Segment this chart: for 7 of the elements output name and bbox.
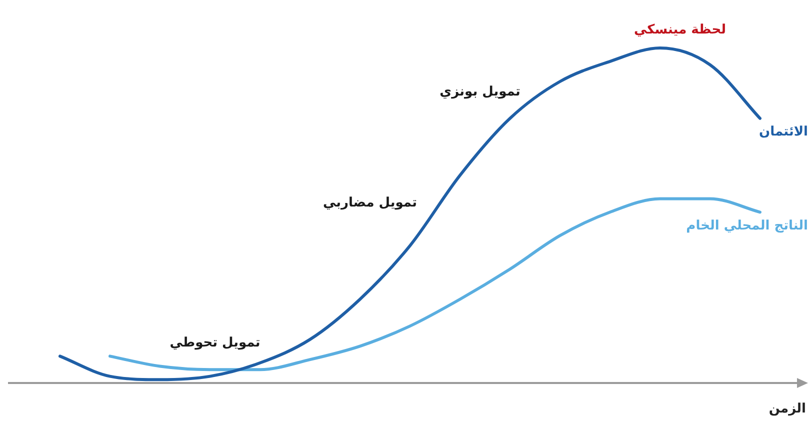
annotation: تمويل تحوطي [170, 335, 260, 350]
text: لحظة مينسكي [634, 22, 726, 38]
x-axis-title: الزمن [768, 401, 806, 416]
annotation: تمويل بونزي [440, 84, 520, 100]
series-label: الائتمان [758, 124, 808, 140]
series-label: الناتج المحلي الخام [686, 218, 808, 234]
annotation: تمويل مضاربي [322, 195, 418, 210]
